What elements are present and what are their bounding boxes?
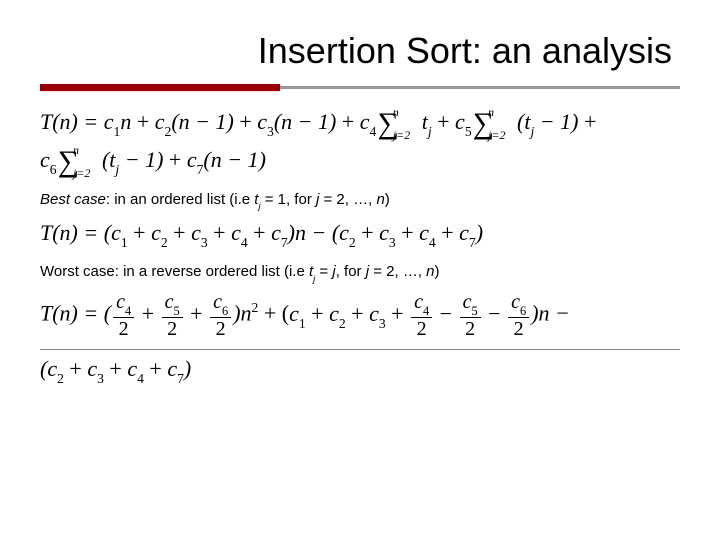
slide-title: Insertion Sort: an analysis <box>40 30 680 80</box>
formula-general-line1: T(n) = c1n + c2(n − 1) + c3(n − 1) + c4∑… <box>40 109 680 139</box>
title-rule <box>40 84 680 91</box>
formula-worst-case-line1: T(n) = (c42 + c52 + c62)n2 + (c1 + c2 + … <box>40 292 680 338</box>
title-rule-grey <box>280 86 680 89</box>
divider <box>40 349 680 350</box>
worst-case-text: Worst case: in a reverse ordered list (i… <box>40 263 680 282</box>
formula-best-case: T(n) = (c1 + c2 + c3 + c4 + c7)n − (c2 +… <box>40 220 680 249</box>
sigma-icon: ∑nj=2 <box>377 109 398 139</box>
title-rule-accent <box>40 84 280 91</box>
formula-general-line2: c6∑nj=2(tj − 1) + c7(n − 1) <box>40 147 680 177</box>
formula-worst-case-line2: (c2 + c3 + c4 + c7) <box>40 356 680 385</box>
slide: Insertion Sort: an analysis T(n) = c1n +… <box>0 0 720 540</box>
best-case-text: Best case: in an ordered list (i.e tj = … <box>40 191 680 210</box>
sigma-icon: ∑nj=2 <box>58 147 79 177</box>
sigma-icon: ∑nj=2 <box>473 109 494 139</box>
